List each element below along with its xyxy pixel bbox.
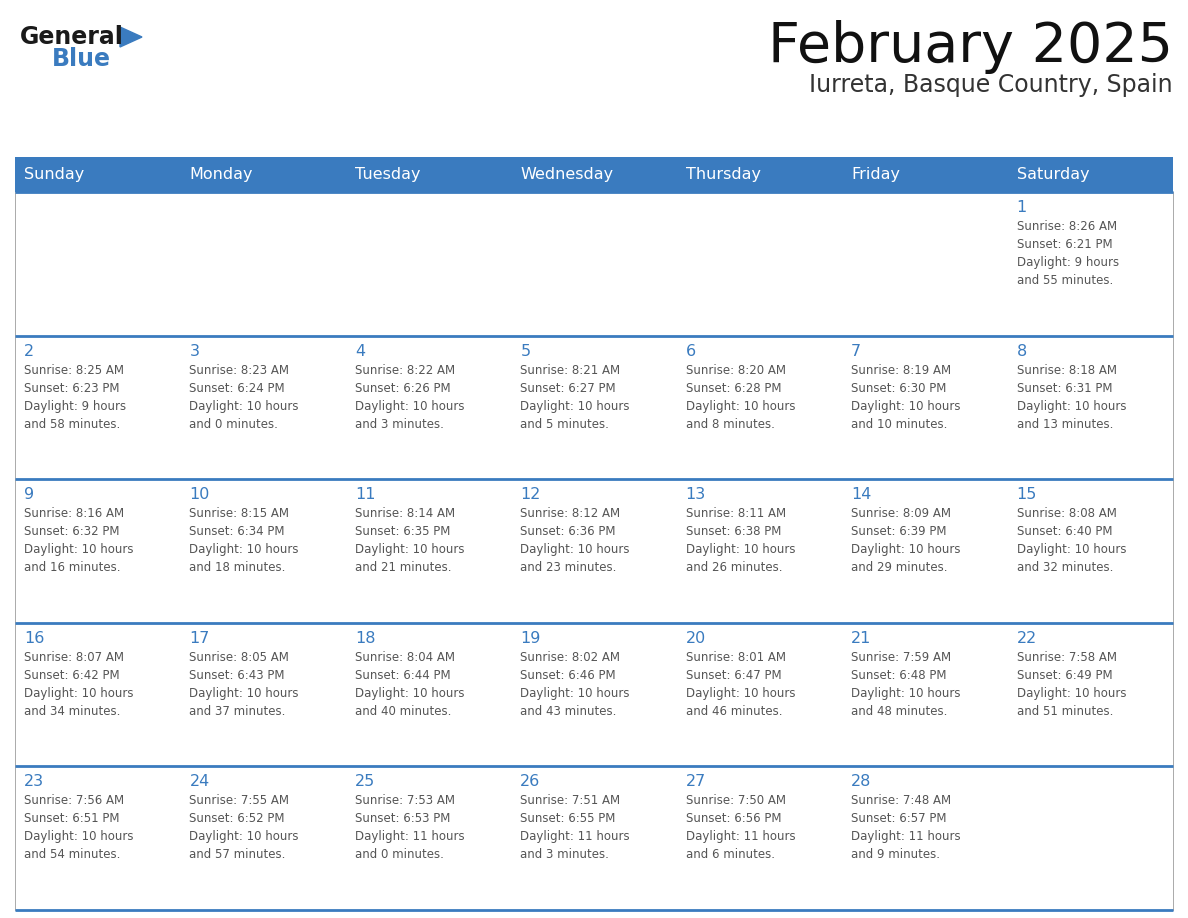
Text: Sunrise: 7:53 AM
Sunset: 6:53 PM
Daylight: 11 hours
and 0 minutes.: Sunrise: 7:53 AM Sunset: 6:53 PM Dayligh… [355, 794, 465, 861]
Text: Sunrise: 8:09 AM
Sunset: 6:39 PM
Daylight: 10 hours
and 29 minutes.: Sunrise: 8:09 AM Sunset: 6:39 PM Dayligh… [851, 508, 961, 574]
Text: Sunrise: 8:11 AM
Sunset: 6:38 PM
Daylight: 10 hours
and 26 minutes.: Sunrise: 8:11 AM Sunset: 6:38 PM Dayligh… [685, 508, 795, 574]
Text: Wednesday: Wednesday [520, 167, 613, 182]
Text: Thursday: Thursday [685, 167, 760, 182]
Text: 1: 1 [1017, 200, 1026, 215]
Text: 3: 3 [189, 343, 200, 359]
Text: Sunrise: 8:02 AM
Sunset: 6:46 PM
Daylight: 10 hours
and 43 minutes.: Sunrise: 8:02 AM Sunset: 6:46 PM Dayligh… [520, 651, 630, 718]
Text: Sunrise: 8:05 AM
Sunset: 6:43 PM
Daylight: 10 hours
and 37 minutes.: Sunrise: 8:05 AM Sunset: 6:43 PM Dayligh… [189, 651, 299, 718]
Text: Sunrise: 7:59 AM
Sunset: 6:48 PM
Daylight: 10 hours
and 48 minutes.: Sunrise: 7:59 AM Sunset: 6:48 PM Dayligh… [851, 651, 961, 718]
Text: 8: 8 [1017, 343, 1026, 359]
Text: Sunrise: 8:15 AM
Sunset: 6:34 PM
Daylight: 10 hours
and 18 minutes.: Sunrise: 8:15 AM Sunset: 6:34 PM Dayligh… [189, 508, 299, 574]
Text: 2: 2 [24, 343, 34, 359]
Text: 28: 28 [851, 775, 872, 789]
Text: Sunrise: 8:21 AM
Sunset: 6:27 PM
Daylight: 10 hours
and 5 minutes.: Sunrise: 8:21 AM Sunset: 6:27 PM Dayligh… [520, 364, 630, 431]
Text: Sunrise: 8:04 AM
Sunset: 6:44 PM
Daylight: 10 hours
and 40 minutes.: Sunrise: 8:04 AM Sunset: 6:44 PM Dayligh… [355, 651, 465, 718]
Text: 17: 17 [189, 631, 210, 645]
Text: Sunrise: 8:18 AM
Sunset: 6:31 PM
Daylight: 10 hours
and 13 minutes.: Sunrise: 8:18 AM Sunset: 6:31 PM Dayligh… [1017, 364, 1126, 431]
Text: Sunrise: 8:08 AM
Sunset: 6:40 PM
Daylight: 10 hours
and 32 minutes.: Sunrise: 8:08 AM Sunset: 6:40 PM Dayligh… [1017, 508, 1126, 574]
Text: 4: 4 [355, 343, 365, 359]
Text: 15: 15 [1017, 487, 1037, 502]
Text: Sunrise: 8:16 AM
Sunset: 6:32 PM
Daylight: 10 hours
and 16 minutes.: Sunrise: 8:16 AM Sunset: 6:32 PM Dayligh… [24, 508, 133, 574]
Text: 26: 26 [520, 775, 541, 789]
Text: Sunrise: 7:55 AM
Sunset: 6:52 PM
Daylight: 10 hours
and 57 minutes.: Sunrise: 7:55 AM Sunset: 6:52 PM Dayligh… [189, 794, 299, 861]
Text: 7: 7 [851, 343, 861, 359]
Text: 12: 12 [520, 487, 541, 502]
Text: Sunrise: 7:48 AM
Sunset: 6:57 PM
Daylight: 11 hours
and 9 minutes.: Sunrise: 7:48 AM Sunset: 6:57 PM Dayligh… [851, 794, 961, 861]
Text: 22: 22 [1017, 631, 1037, 645]
Text: 23: 23 [24, 775, 44, 789]
Text: Iurreta, Basque Country, Spain: Iurreta, Basque Country, Spain [809, 73, 1173, 97]
Text: 19: 19 [520, 631, 541, 645]
Text: Monday: Monday [189, 167, 253, 182]
Text: 21: 21 [851, 631, 872, 645]
Text: Sunrise: 8:14 AM
Sunset: 6:35 PM
Daylight: 10 hours
and 21 minutes.: Sunrise: 8:14 AM Sunset: 6:35 PM Dayligh… [355, 508, 465, 574]
Text: Sunrise: 8:23 AM
Sunset: 6:24 PM
Daylight: 10 hours
and 0 minutes.: Sunrise: 8:23 AM Sunset: 6:24 PM Dayligh… [189, 364, 299, 431]
Text: 5: 5 [520, 343, 530, 359]
Text: Sunrise: 8:26 AM
Sunset: 6:21 PM
Daylight: 9 hours
and 55 minutes.: Sunrise: 8:26 AM Sunset: 6:21 PM Dayligh… [1017, 220, 1119, 287]
Text: 11: 11 [355, 487, 375, 502]
Text: 25: 25 [355, 775, 375, 789]
Text: 13: 13 [685, 487, 706, 502]
Text: General: General [20, 25, 124, 49]
Text: Sunrise: 8:12 AM
Sunset: 6:36 PM
Daylight: 10 hours
and 23 minutes.: Sunrise: 8:12 AM Sunset: 6:36 PM Dayligh… [520, 508, 630, 574]
Text: 16: 16 [24, 631, 44, 645]
Text: Sunrise: 8:19 AM
Sunset: 6:30 PM
Daylight: 10 hours
and 10 minutes.: Sunrise: 8:19 AM Sunset: 6:30 PM Dayligh… [851, 364, 961, 431]
Text: Sunday: Sunday [24, 167, 84, 182]
Text: 24: 24 [189, 775, 209, 789]
Text: Sunrise: 8:20 AM
Sunset: 6:28 PM
Daylight: 10 hours
and 8 minutes.: Sunrise: 8:20 AM Sunset: 6:28 PM Dayligh… [685, 364, 795, 431]
Text: Sunrise: 8:01 AM
Sunset: 6:47 PM
Daylight: 10 hours
and 46 minutes.: Sunrise: 8:01 AM Sunset: 6:47 PM Dayligh… [685, 651, 795, 718]
Text: Sunrise: 8:25 AM
Sunset: 6:23 PM
Daylight: 9 hours
and 58 minutes.: Sunrise: 8:25 AM Sunset: 6:23 PM Dayligh… [24, 364, 126, 431]
Text: Sunrise: 7:56 AM
Sunset: 6:51 PM
Daylight: 10 hours
and 54 minutes.: Sunrise: 7:56 AM Sunset: 6:51 PM Dayligh… [24, 794, 133, 861]
Text: Sunrise: 7:51 AM
Sunset: 6:55 PM
Daylight: 11 hours
and 3 minutes.: Sunrise: 7:51 AM Sunset: 6:55 PM Dayligh… [520, 794, 630, 861]
Text: Sunrise: 8:07 AM
Sunset: 6:42 PM
Daylight: 10 hours
and 34 minutes.: Sunrise: 8:07 AM Sunset: 6:42 PM Dayligh… [24, 651, 133, 718]
Text: Friday: Friday [851, 167, 901, 182]
Text: 18: 18 [355, 631, 375, 645]
Text: 20: 20 [685, 631, 706, 645]
Text: February 2025: February 2025 [767, 20, 1173, 74]
Text: Sunrise: 7:50 AM
Sunset: 6:56 PM
Daylight: 11 hours
and 6 minutes.: Sunrise: 7:50 AM Sunset: 6:56 PM Dayligh… [685, 794, 795, 861]
Text: 14: 14 [851, 487, 872, 502]
Bar [15, 157, 1173, 192]
Text: Tuesday: Tuesday [355, 167, 421, 182]
Text: Sunrise: 7:58 AM
Sunset: 6:49 PM
Daylight: 10 hours
and 51 minutes.: Sunrise: 7:58 AM Sunset: 6:49 PM Dayligh… [1017, 651, 1126, 718]
Text: 6: 6 [685, 343, 696, 359]
Text: Saturday: Saturday [1017, 167, 1089, 182]
Polygon shape [120, 27, 143, 47]
Text: Blue: Blue [52, 47, 110, 71]
Text: Sunrise: 8:22 AM
Sunset: 6:26 PM
Daylight: 10 hours
and 3 minutes.: Sunrise: 8:22 AM Sunset: 6:26 PM Dayligh… [355, 364, 465, 431]
Text: 27: 27 [685, 775, 706, 789]
Text: 10: 10 [189, 487, 210, 502]
Text: 9: 9 [24, 487, 34, 502]
